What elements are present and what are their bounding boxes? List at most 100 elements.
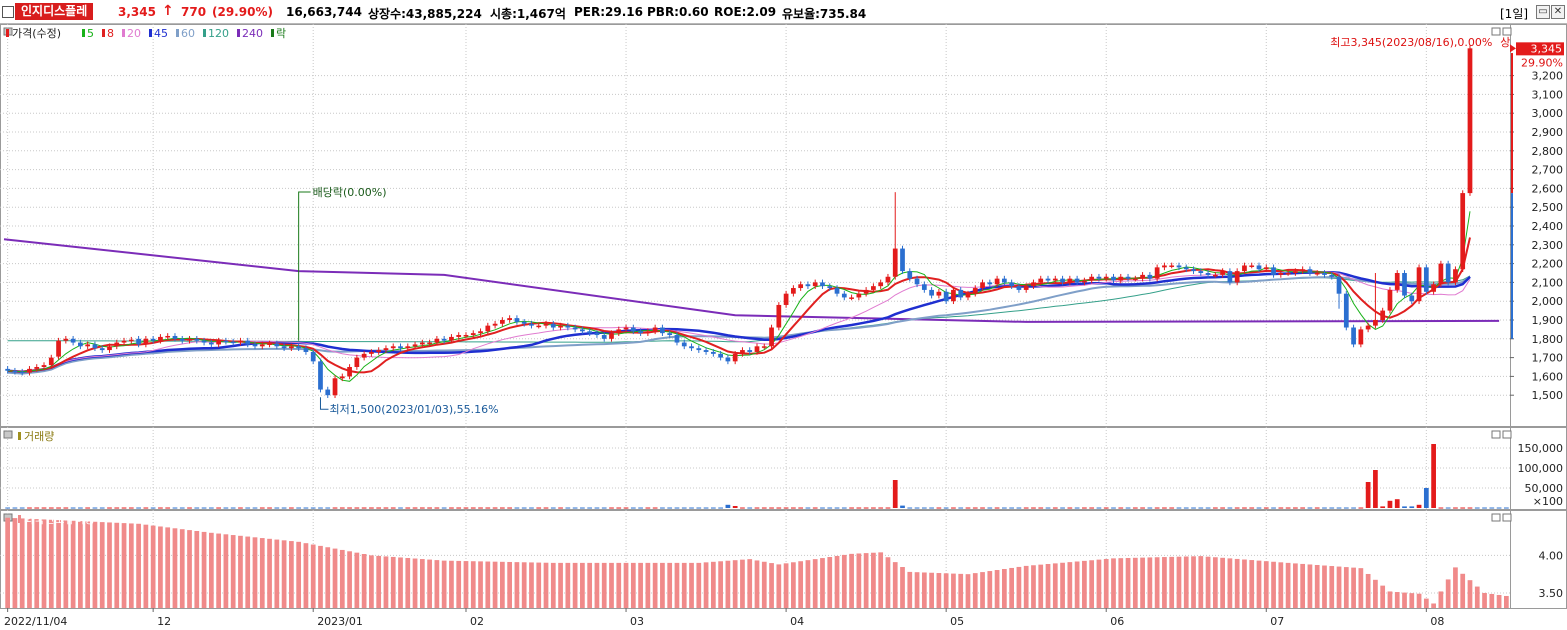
foreign-ownership-bar — [5, 517, 11, 608]
legend-item: 60 — [181, 27, 195, 40]
volume-bar — [892, 480, 898, 508]
volume-bar — [820, 507, 825, 509]
foreign-ownership-bar — [63, 520, 69, 608]
candle-body — [1169, 265, 1175, 267]
foreign-ownership-bar — [223, 534, 229, 608]
foreign-ownership-bar — [601, 562, 607, 608]
volume-bar — [85, 507, 91, 509]
minimize-icon[interactable]: ▭ — [1536, 5, 1550, 19]
volume-bar — [929, 507, 934, 509]
volume-bar — [1402, 506, 1407, 508]
candle-body — [1031, 282, 1036, 287]
candle-body — [565, 325, 571, 328]
foreign-ownership-bar — [783, 563, 789, 608]
stock-chart[interactable]: 2022/11/04 12 2023/01 02 03 04 05 06 07 08 1,500 1,… — [0, 24, 1567, 630]
volume-bar — [914, 507, 920, 509]
candle-body — [929, 289, 934, 296]
foreign-ownership-bar — [507, 561, 513, 608]
foreign-ownership-bar — [732, 560, 738, 608]
volume-bar — [1365, 482, 1371, 508]
volume-bar — [5, 507, 11, 509]
candle-body — [936, 291, 942, 296]
candle-body — [616, 329, 622, 334]
foreign-ownership-bar — [929, 572, 934, 608]
volume-bar — [529, 507, 534, 509]
candle-body — [994, 278, 1000, 285]
candle-body — [1198, 271, 1204, 273]
foreign-ownership-bar — [12, 518, 18, 608]
foreign-ownership-bar — [1445, 579, 1451, 608]
candle-body — [405, 346, 411, 349]
y-tick-label: 3,200 — [1532, 70, 1564, 83]
foreign-ownership-bar — [638, 562, 643, 608]
stock-name-badge[interactable]: 인지디스플레 — [15, 3, 94, 20]
candle-body — [1038, 278, 1044, 283]
foreign-ownership-bar — [107, 522, 112, 608]
candle-body — [710, 351, 716, 354]
volume-bar — [1176, 507, 1182, 509]
foreign-ownership-bar — [543, 562, 549, 608]
foreign-ownership-bar — [369, 555, 374, 608]
candle-body — [303, 348, 309, 352]
candle-body — [871, 286, 876, 290]
up-arrow-icon: ↑ — [162, 3, 174, 19]
candle-body — [783, 293, 789, 305]
volume-bar — [630, 507, 636, 509]
volume-bar — [1263, 507, 1269, 509]
foreign-ownership-bar — [412, 558, 418, 608]
candle-body — [1045, 278, 1051, 281]
foreign-ownership-bar — [514, 562, 520, 608]
foreign-ownership-bar — [85, 521, 91, 608]
foreign-ownership-bar — [216, 533, 221, 608]
foreign-ownership-bar — [681, 562, 687, 608]
volume-bar — [325, 507, 331, 509]
candle-body — [630, 327, 636, 332]
legend-item: 240 — [242, 27, 263, 40]
volume-bar — [776, 507, 782, 509]
price-range-bar-up — [1511, 53, 1513, 194]
foreign-ownership-bar — [696, 562, 702, 608]
candle-body — [601, 335, 607, 339]
volume-bar — [609, 507, 614, 509]
candle-body — [1096, 276, 1102, 279]
close-icon[interactable]: ✕ — [1551, 5, 1565, 19]
foreign-ownership-bar — [456, 560, 462, 608]
foreign-ownership-bar — [1169, 556, 1175, 608]
foreign-ownership-bar — [332, 548, 338, 608]
foreign-ownership-bar — [1074, 561, 1080, 608]
foreign-ownership-bar — [274, 539, 280, 608]
select-checkbox[interactable] — [2, 6, 14, 18]
volume-bar — [689, 507, 694, 509]
volume-bar — [1249, 507, 1255, 509]
volume-bar — [419, 507, 425, 509]
candle-body — [740, 350, 745, 354]
y-tick-label: 2,000 — [1532, 295, 1564, 308]
foreign-ownership-bar — [128, 523, 134, 608]
candle-body — [907, 271, 913, 279]
foreign-ownership-bar — [1263, 561, 1269, 608]
volume-bar — [805, 507, 811, 509]
candle-body — [1322, 273, 1327, 275]
volume-bar — [1067, 507, 1073, 509]
volume-bar — [1474, 507, 1480, 509]
foreign-ownership-bar — [1423, 598, 1429, 608]
foreign-legend-title: 외국인보유비중 — [24, 513, 95, 526]
foreign-ownership-bar — [1212, 557, 1218, 608]
foreign-ownership-bar — [710, 561, 716, 608]
candle-body — [689, 346, 694, 349]
candle-body — [1147, 274, 1153, 279]
volume-bar — [136, 507, 141, 509]
candle-body — [958, 289, 964, 298]
volume-bar — [1023, 507, 1029, 509]
candle-body — [951, 289, 956, 302]
foreign-ownership-bar — [1314, 564, 1320, 608]
candle-body — [187, 338, 192, 341]
candle-body — [1205, 273, 1211, 275]
candle-body — [1234, 271, 1240, 283]
period-selector[interactable]: [1일] — [1500, 7, 1529, 21]
volume-bar — [885, 507, 891, 509]
volume-bar — [1089, 507, 1095, 509]
volume-bar — [1045, 507, 1051, 509]
candle-body — [900, 248, 905, 272]
volume-bar — [347, 507, 352, 509]
